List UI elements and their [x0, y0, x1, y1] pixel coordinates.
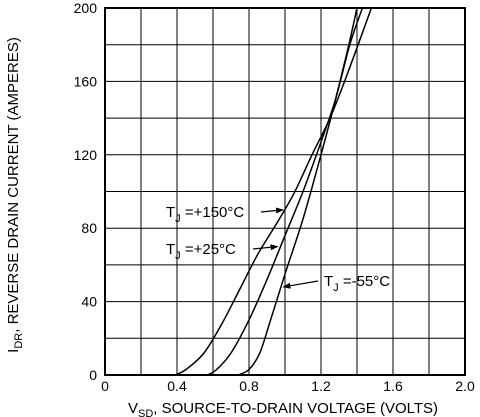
- x-axis-subscript: SD: [138, 408, 153, 417]
- x-tick-label: 0.8: [239, 378, 259, 394]
- x-tick-label: 0: [101, 378, 109, 394]
- y-tick-label: 200: [74, 0, 98, 16]
- plot-frame: [104, 7, 466, 376]
- y-axis-symbol: I: [5, 349, 22, 353]
- x-axis-text: , SOURCE-TO-DRAIN VOLTAGE (VOLTS): [153, 400, 438, 417]
- y-axis-subscript: DR: [13, 333, 25, 349]
- x-axis-label: VSD, SOURCE-TO-DRAIN VOLTAGE (VOLTS): [128, 400, 438, 417]
- annotation-label-3: TJ =-55°C: [324, 273, 390, 294]
- x-tick-labels: 0 0.4 0.8 1.2 1.6 2.0: [101, 378, 475, 394]
- annotations: TJ =+150°C TJ =+25°C TJ =-55°C: [166, 204, 390, 294]
- x-tick-label: 2.0: [455, 378, 475, 394]
- annotation-arrow-2: [252, 244, 279, 251]
- y-tick-label: 160: [74, 73, 98, 89]
- x-tick-label: 0.4: [167, 378, 187, 394]
- y-tick-label: 40: [81, 294, 97, 310]
- annotation-label-2: TJ =+25°C: [166, 241, 236, 262]
- x-tick-label: 1.6: [383, 378, 403, 394]
- y-tick-label: 0: [89, 367, 97, 383]
- x-axis-symbol: V: [128, 400, 138, 417]
- annotation-label-1: TJ =+150°C: [166, 204, 244, 225]
- series-line-3: [237, 8, 358, 375]
- y-tick-label: 120: [74, 147, 98, 163]
- annotation-arrow-1: [260, 207, 284, 214]
- series-group: [174, 8, 373, 375]
- y-tick-labels: 0 40 80 120 160 200: [74, 0, 98, 383]
- y-tick-label: 80: [81, 220, 97, 236]
- x-tick-label: 1.2: [311, 378, 331, 394]
- annotation-arrow-3: [282, 280, 319, 289]
- y-axis-text: , REVERSE DRAIN CURRENT (AMPERES): [5, 37, 22, 333]
- grid: [105, 8, 465, 375]
- y-axis-label: IDR, REVERSE DRAIN CURRENT (AMPERES): [5, 37, 25, 353]
